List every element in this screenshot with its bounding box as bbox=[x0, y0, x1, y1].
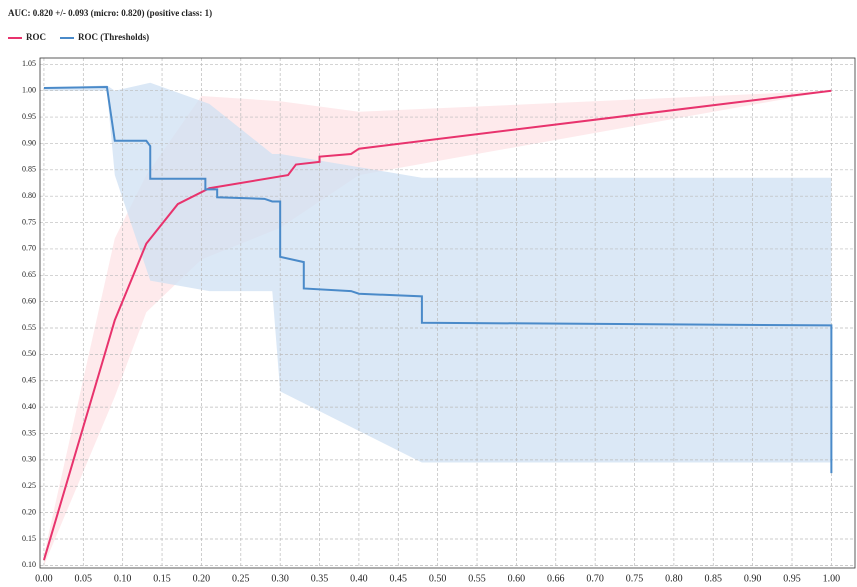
legend-label: ROC bbox=[26, 32, 46, 42]
x-tick-label: 1.00 bbox=[823, 573, 841, 584]
x-tick-label: 0.05 bbox=[75, 573, 93, 584]
x-tick-label: 0.70 bbox=[586, 573, 604, 584]
x-tick-label: 0.45 bbox=[390, 573, 408, 584]
y-tick-label: 0.70 bbox=[22, 244, 36, 253]
y-tick-label: 0.25 bbox=[22, 481, 36, 490]
x-tick-label: 0.75 bbox=[626, 573, 644, 584]
y-tick-label: 1.00 bbox=[22, 86, 36, 95]
y-tick-label: 0.60 bbox=[22, 296, 36, 305]
y-tick-label: 0.35 bbox=[22, 428, 36, 437]
y-tick-label: 0.90 bbox=[22, 138, 36, 147]
y-tick-label: 0.15 bbox=[22, 534, 36, 543]
y-tick-label: 0.75 bbox=[22, 217, 36, 226]
x-tick-label: 0.90 bbox=[744, 573, 762, 584]
x-tick-label: 0.25 bbox=[232, 573, 250, 584]
x-tick-label: 0.66 bbox=[547, 573, 565, 584]
x-tick-label: 0.50 bbox=[429, 573, 447, 584]
confidence-band bbox=[43, 82, 832, 463]
x-tick-label: 0.20 bbox=[193, 573, 211, 584]
x-tick-label: 0.40 bbox=[350, 573, 368, 584]
chart-title: AUC: 0.820 +/- 0.093 (micro: 0.820) (pos… bbox=[8, 8, 212, 18]
legend-label: ROC (Thresholds) bbox=[78, 32, 149, 42]
y-tick-label: 0.40 bbox=[22, 402, 36, 411]
x-tick-label: 0.55 bbox=[468, 573, 486, 584]
line bbox=[43, 85, 833, 474]
y-tick-label: 0.80 bbox=[22, 191, 36, 200]
y-tick-label: 0.50 bbox=[22, 349, 36, 358]
y-tick-label: 0.65 bbox=[22, 270, 36, 279]
x-tick-label: 0.15 bbox=[153, 573, 171, 584]
x-tick-label: 0.85 bbox=[705, 573, 723, 584]
y-tick-label: 0.95 bbox=[22, 112, 36, 121]
x-tick-label: 0.00 bbox=[35, 573, 53, 584]
y-tick-label: 0.45 bbox=[22, 376, 36, 385]
x-tick-label: 0.60 bbox=[508, 573, 526, 584]
y-tick-label: 0.20 bbox=[22, 507, 36, 516]
y-tick-label: 1.05 bbox=[22, 59, 36, 68]
plot-frame bbox=[39, 57, 856, 569]
x-tick-label: 0.35 bbox=[311, 573, 329, 584]
x-tick-label: 0.95 bbox=[783, 573, 801, 584]
x-tick-label: 0.10 bbox=[114, 573, 132, 584]
line bbox=[42, 89, 832, 561]
y-tick-label: 0.10 bbox=[22, 560, 36, 569]
y-tick-label: 0.30 bbox=[22, 455, 36, 464]
x-tick-label: 0.80 bbox=[665, 573, 683, 584]
y-tick-label: 0.55 bbox=[22, 323, 36, 332]
x-tick-label: 0.30 bbox=[271, 573, 289, 584]
y-tick-label: 0.85 bbox=[22, 165, 36, 174]
